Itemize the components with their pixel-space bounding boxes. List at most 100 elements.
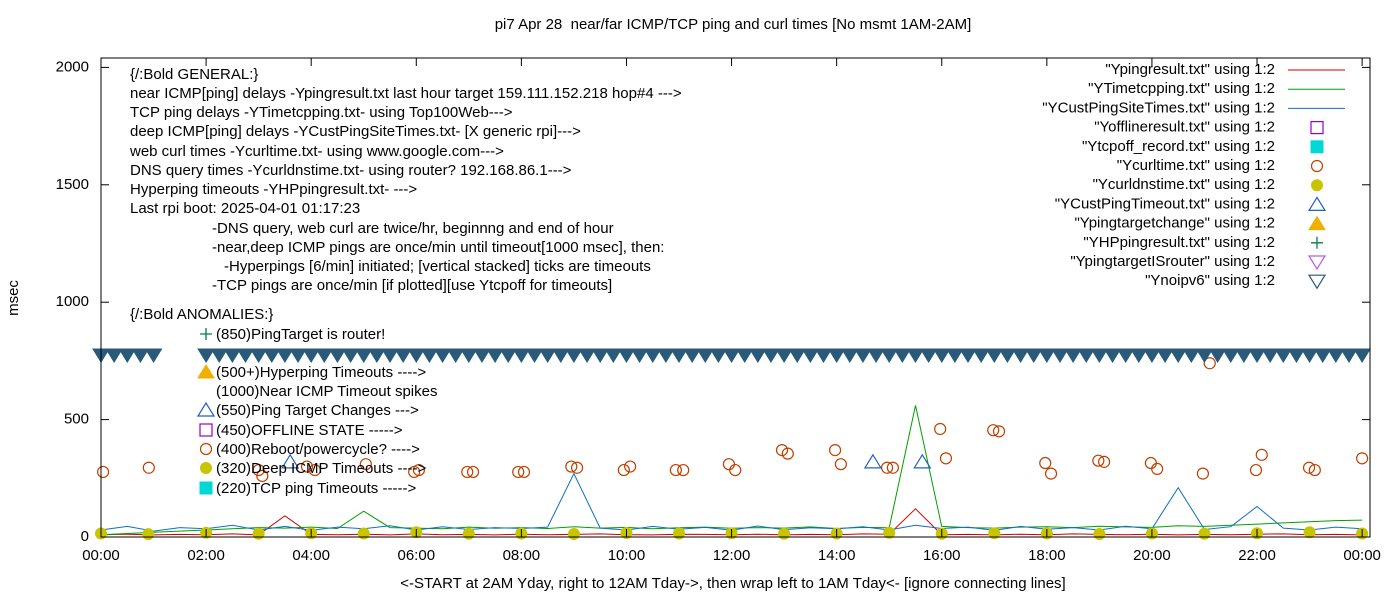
data-point — [992, 425, 1006, 438]
x-tick-label: 02:00 — [187, 547, 225, 564]
x-axis-label: <-START at 2AM Yday, right to 12AM Tday-… — [400, 575, 1065, 592]
data-point — [1143, 348, 1161, 363]
data-point — [517, 465, 531, 479]
data-point — [788, 348, 807, 363]
data-point — [880, 348, 899, 363]
data-point — [1308, 463, 1321, 477]
annotation-marker — [196, 401, 216, 417]
data-point — [499, 348, 518, 363]
data-point — [565, 460, 578, 473]
data-point — [709, 348, 728, 363]
x-tick-label: 12:00 — [713, 547, 751, 564]
legend-label: "YCustPingSiteTimes.txt" using 1:2 — [1042, 99, 1275, 116]
annotation-marker — [199, 481, 213, 495]
annotation: (500+)Hyperping Timeouts ----> — [216, 364, 426, 381]
data-point — [827, 348, 846, 363]
data-point — [985, 348, 1004, 363]
annotation: near ICMP[ping] delays -Ypingresult.txt … — [130, 85, 682, 102]
data-point — [1249, 463, 1263, 477]
data-point — [1356, 452, 1369, 465]
legend-label: "Ypingresult.txt" using 1:2 — [1105, 61, 1275, 78]
data-point — [880, 461, 894, 474]
data-point — [1287, 348, 1306, 363]
data-point — [939, 452, 953, 465]
data-point — [302, 348, 321, 363]
data-point — [341, 348, 360, 363]
data-point — [357, 527, 370, 540]
data-point — [867, 348, 885, 363]
data-point — [570, 461, 584, 474]
data-point — [945, 348, 964, 363]
data-point — [1151, 462, 1164, 476]
data-point — [934, 422, 947, 436]
annotation: deep ICMP[ping] delays -YCustPingSiteTim… — [130, 123, 581, 140]
data-point — [276, 348, 294, 363]
annotation: {/:Bold ANOMALIES:} — [130, 306, 273, 323]
data-point — [1103, 348, 1122, 363]
data-point — [893, 348, 912, 363]
data-point — [906, 348, 925, 363]
data-point — [1261, 348, 1280, 363]
data-point — [1051, 348, 1069, 363]
annotation: (1000)Near ICMP Timeout spikes — [216, 383, 437, 400]
data-point — [1302, 461, 1316, 474]
data-point — [131, 348, 150, 363]
data-point — [630, 348, 649, 363]
legend-swatch — [1307, 255, 1327, 271]
data-point — [197, 348, 215, 363]
data-point — [1011, 348, 1030, 363]
data-point — [308, 463, 321, 477]
data-point — [262, 348, 281, 363]
data-point — [1044, 467, 1058, 480]
data-point — [617, 348, 636, 363]
data-point — [300, 460, 314, 473]
data-point — [775, 444, 789, 457]
data-point — [1274, 348, 1293, 363]
data-point — [919, 348, 938, 363]
data-point — [1248, 348, 1266, 363]
data-point — [617, 463, 630, 477]
data-point — [289, 348, 307, 363]
data-point — [1129, 348, 1148, 363]
annotation-marker — [197, 364, 215, 379]
data-point — [473, 348, 491, 363]
x-tick-label: 00:00 — [1343, 547, 1381, 564]
legend-label: "YTimetcpping.txt" using 1:2 — [1088, 80, 1275, 97]
legend-swatch — [1311, 236, 1323, 249]
legend-label: "Ycurldnstime.txt" using 1:2 — [1093, 176, 1275, 193]
data-point — [315, 348, 334, 363]
data-point — [525, 348, 544, 363]
legend-swatch — [1308, 215, 1326, 231]
data-point — [328, 348, 347, 363]
data-point — [1092, 454, 1105, 467]
data-point — [354, 348, 373, 363]
data-point — [883, 526, 896, 539]
data-point — [762, 348, 780, 363]
plot-border — [100, 57, 1371, 538]
x-tick-label: 08:00 — [503, 547, 541, 564]
data-point — [1326, 348, 1345, 363]
data-point — [1303, 526, 1316, 539]
legend-swatch — [1311, 179, 1323, 192]
data-point — [461, 465, 474, 479]
annotation: Hyperping timeouts -YHPpingresult.txt- -… — [130, 181, 417, 198]
data-point — [359, 458, 372, 471]
data-point — [486, 348, 504, 363]
data-point — [1116, 348, 1135, 363]
chart-title: pi7 Apr 28 near/far ICMP/TCP ping and cu… — [495, 16, 972, 33]
data-point — [420, 348, 439, 363]
legend-label: "YHPpingresult.txt" using 1:2 — [1083, 234, 1275, 251]
data-point — [913, 453, 932, 469]
data-point — [696, 348, 715, 363]
annotation: web curl times -Ycurltime.txt- using www… — [129, 143, 504, 160]
data-point — [1039, 456, 1052, 470]
x-tick-label: 00:00 — [82, 547, 120, 564]
data-point — [252, 463, 265, 477]
annotation: -Hyperpings [6/min] initiated; [vertical… — [224, 258, 651, 275]
data-point — [932, 348, 951, 363]
data-point — [252, 527, 265, 540]
annotation: {/:Bold GENERAL:} — [130, 66, 258, 83]
data-point — [223, 348, 242, 363]
legend-swatch — [1310, 140, 1324, 154]
